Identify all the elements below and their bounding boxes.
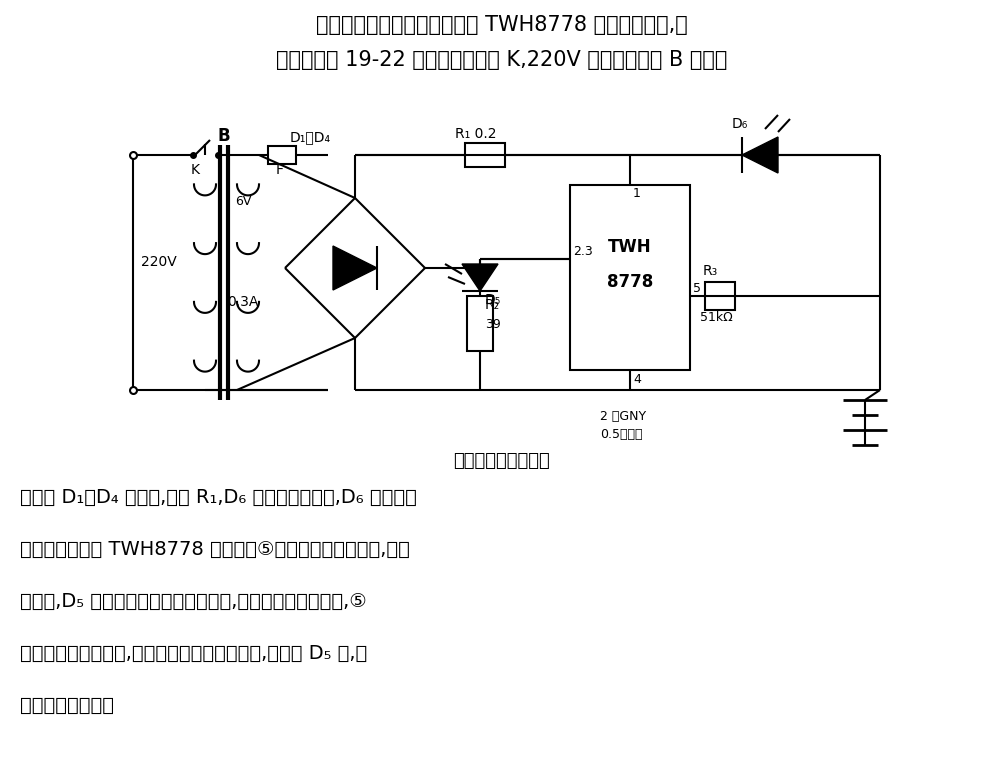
Text: 39: 39 [484, 318, 500, 331]
Text: 51kΩ: 51kΩ [699, 311, 732, 324]
Text: 4: 4 [632, 373, 640, 386]
Text: 2 节GNY: 2 节GNY [600, 410, 646, 423]
Text: 二极管 D₁～D₄ 整流后,通过 R₁,D₆ 给两节电池充电,D₆ 发光表示: 二极管 D₁～D₄ 整流后,通过 R₁,D₆ 给两节电池充电,D₆ 发光表示 [20, 488, 416, 507]
Text: K: K [191, 163, 200, 177]
Text: 8778: 8778 [606, 273, 653, 291]
Bar [464, 143, 505, 167]
Text: R₃: R₃ [702, 264, 717, 278]
Text: 原理图如图 19-22 所示。接通开关 K,220V 市电经变压器 B 降压、: 原理图如图 19-22 所示。接通开关 K,220V 市电经变压器 B 降压、 [276, 50, 727, 70]
Polygon shape [333, 246, 376, 290]
Bar [466, 296, 492, 351]
Text: 220V: 220V [140, 255, 177, 269]
Bar [570, 185, 689, 370]
Polygon shape [741, 137, 777, 173]
Bar [704, 282, 734, 310]
Text: 不导通,D₅ 不亮。随着充电的继续进行,电池端电压逐渐升高,⑤: 不导通,D₅ 不亮。随着充电的继续进行,电池端电压逐渐升高,⑤ [20, 592, 366, 611]
Text: 简单镍镉电池充电器: 简单镍镉电池充电器 [453, 452, 550, 470]
Polygon shape [461, 264, 497, 291]
Text: B: B [218, 127, 230, 145]
Text: 6V: 6V [235, 195, 251, 208]
Text: 该简单镍镉电池充电器采用了 TWH8778 开关集成电路,其: 该简单镍镉电池充电器采用了 TWH8778 开关集成电路,其 [316, 15, 687, 35]
Text: D₁～D₄: D₁～D₄ [290, 130, 331, 144]
Text: 2.3: 2.3 [573, 245, 592, 258]
Text: R₁ 0.2: R₁ 0.2 [454, 127, 496, 141]
Text: 示电池已充足电。: 示电池已充足电。 [20, 696, 114, 715]
Text: 0.3A: 0.3A [227, 295, 259, 309]
Text: TWH: TWH [608, 238, 651, 256]
Text: 脚电压达到开启电压,使其输入端和输出端接通,二极管 D₅ 亮,表: 脚电压达到开启电压,使其输入端和输出端接通,二极管 D₅ 亮,表 [20, 644, 367, 663]
Text: R₂: R₂ [484, 298, 499, 312]
Text: F: F [276, 163, 284, 177]
Text: 1: 1 [632, 187, 640, 200]
Bar [268, 146, 296, 164]
Text: 正在充电。此时 TWH8778 的控制端⑤脚开启、因电压很小,电路: 正在充电。此时 TWH8778 的控制端⑤脚开启、因电压很小,电路 [20, 540, 409, 559]
Text: 0.5型电池: 0.5型电池 [600, 428, 642, 441]
Text: 5: 5 [692, 282, 700, 295]
Text: D₅: D₅ [484, 293, 500, 307]
Text: D₆: D₆ [731, 117, 747, 131]
